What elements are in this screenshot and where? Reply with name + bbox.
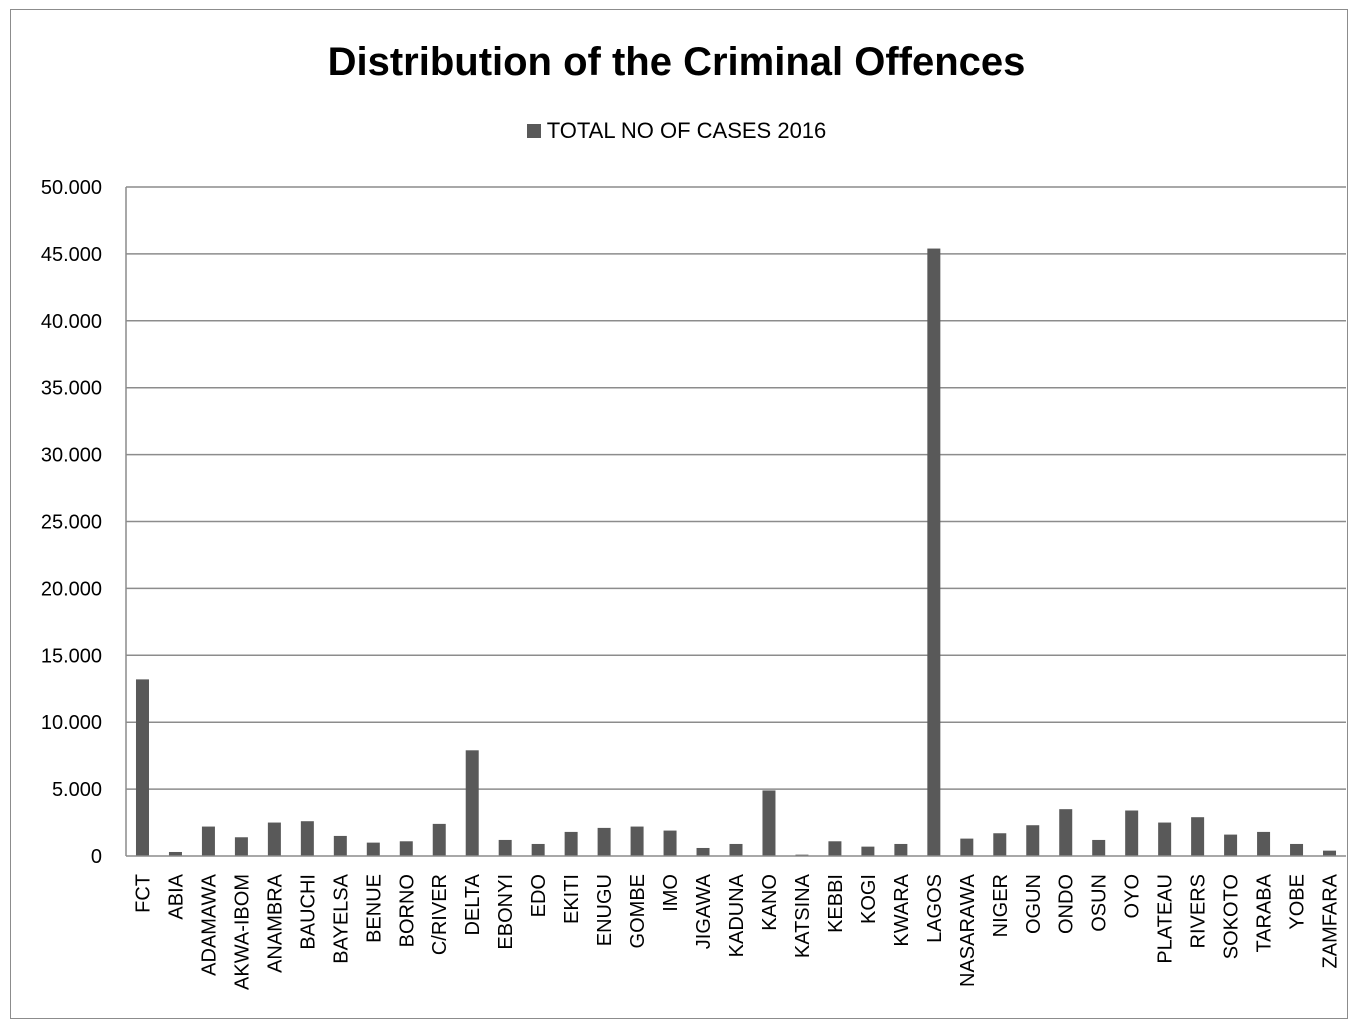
bar-oyo <box>1125 810 1139 856</box>
bar-nasarawa <box>960 838 974 856</box>
y-tick-label: 30.000 <box>41 445 102 467</box>
x-tick-label: JIGAWA <box>693 873 715 949</box>
bar-anambra <box>267 822 281 856</box>
x-tick-label: KWARA <box>891 873 913 946</box>
bar-plateau <box>1158 822 1172 856</box>
x-tick-label: ONDO <box>1056 874 1078 934</box>
bar-jigawa <box>696 847 710 856</box>
x-tick-label: LAGOS <box>924 874 946 943</box>
gridlines <box>126 186 1346 790</box>
y-tick-labels: 0 5.000 10.000 15.000 20.000 25.000 30.000 35.0… <box>41 177 102 868</box>
x-tick-label: ZAMFARA <box>1320 873 1342 968</box>
y-tick-label: 0 <box>91 846 102 868</box>
x-tick-label: KADUNA <box>726 873 748 957</box>
x-tick-label: OGUN <box>1023 874 1045 934</box>
x-tick-label: YOBE <box>1287 874 1309 930</box>
x-tick-label: EDO <box>528 874 550 917</box>
bar-c-river <box>432 823 446 856</box>
y-tick-label: 15.000 <box>41 645 102 667</box>
x-tick-label: AKWA-IBOM <box>231 874 253 990</box>
axes <box>125 187 1346 857</box>
y-tick-label: 35.000 <box>41 378 102 400</box>
x-tick-label: EKITI <box>561 874 583 924</box>
x-tick-label: OSUN <box>1089 874 1111 932</box>
x-tick-label: KANO <box>759 874 781 931</box>
bar-lagos <box>927 248 941 857</box>
bar-taraba <box>1257 831 1271 856</box>
bar-ogun <box>1026 825 1040 856</box>
x-tick-label: NASARAWA <box>957 873 979 987</box>
x-tick-label: RIVERS <box>1188 874 1210 948</box>
bar-kogi <box>861 846 875 856</box>
x-tick-labels: FCT ABIA ADAMAWA AKWA-IBOM ANAMBRA BAUCHI BAYE… <box>132 873 1341 990</box>
y-tick-label: 40.000 <box>41 311 102 333</box>
bar-imo <box>663 830 677 856</box>
bar-ebonyi <box>498 839 512 856</box>
bar-edo <box>531 843 545 856</box>
bar-sokoto <box>1224 834 1238 856</box>
x-tick-label: OYO <box>1122 874 1144 918</box>
bar-kebbi <box>828 841 842 856</box>
bar-kaduna <box>729 843 743 856</box>
bar-enugu <box>597 827 611 856</box>
x-tick-label: BAYELSA <box>330 873 352 963</box>
y-tick-label: 50.000 <box>41 177 102 199</box>
y-tick-label: 25.000 <box>41 512 102 534</box>
legend-swatch <box>526 124 541 138</box>
y-tick-label: 10.000 <box>41 712 102 734</box>
y-tick-label: 20.000 <box>41 578 102 600</box>
legend: TOTAL NO OF CASES 2016 <box>0 118 1353 144</box>
legend-label: TOTAL NO OF CASES 2016 <box>546 118 827 143</box>
bar-niger <box>993 833 1007 856</box>
x-tick-label: EBONYI <box>495 874 517 950</box>
bar-gombe <box>630 826 644 856</box>
x-tick-label: IMO <box>660 874 682 912</box>
bar-fct <box>135 679 149 856</box>
x-tick-label: TARABA <box>1254 873 1276 952</box>
bar-bayelsa <box>333 835 347 856</box>
x-tick-label: KATSINA <box>792 873 814 958</box>
bar-rivers <box>1191 817 1205 856</box>
bar-bauchi <box>300 821 314 856</box>
bar-delta <box>465 750 479 856</box>
x-tick-label: KEBBI <box>825 874 847 933</box>
bar-adamawa <box>201 826 215 856</box>
bar-ondo <box>1059 809 1073 856</box>
bar-ekiti <box>564 831 578 856</box>
x-tick-label: KOGI <box>858 874 880 924</box>
x-tick-label: BENUE <box>363 874 385 943</box>
x-tick-label: BORNO <box>396 874 418 947</box>
x-tick-label: DELTA <box>462 873 484 935</box>
x-tick-label: BAUCHI <box>297 874 319 950</box>
bars <box>135 248 1337 857</box>
x-tick-label: ADAMAWA <box>198 873 220 976</box>
bar-borno <box>399 841 413 856</box>
bar-benue <box>366 842 380 856</box>
y-tick-label: 45.000 <box>41 244 102 266</box>
x-tick-label: ANAMBRA <box>264 873 286 973</box>
bar-osun <box>1092 839 1106 856</box>
chart-frame <box>10 9 1348 1019</box>
bar-kwara <box>894 843 908 856</box>
x-tick-label: ABIA <box>165 873 187 919</box>
bar-yobe <box>1290 843 1304 856</box>
bar-kano <box>762 790 776 856</box>
x-tick-label: SOKOTO <box>1221 874 1243 959</box>
y-tick-label: 5.000 <box>52 779 102 801</box>
bar-akwa-ibom <box>234 837 248 856</box>
chart-title: Distribution of the Criminal Offences <box>327 40 1026 84</box>
x-tick-label: GOMBE <box>627 874 649 948</box>
x-tick-label: FCT <box>132 874 154 913</box>
x-tick-label: ENUGU <box>594 874 616 946</box>
x-tick-label: C/RIVER <box>429 874 451 955</box>
bar-abia <box>168 851 182 856</box>
x-tick-label: NIGER <box>990 874 1012 937</box>
bar-zamfara <box>1323 850 1337 856</box>
x-tick-label: PLATEAU <box>1155 874 1177 964</box>
